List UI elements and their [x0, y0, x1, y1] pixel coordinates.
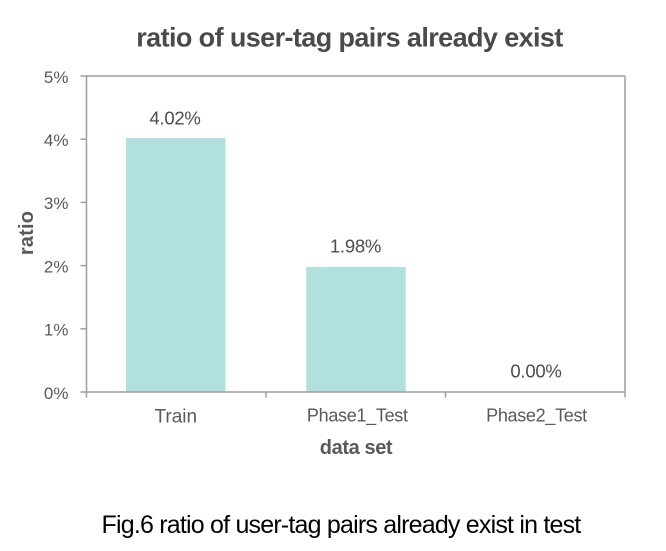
svg-text:Phase1_Test: Phase1_Test	[307, 405, 408, 426]
svg-text:4%: 4%	[44, 131, 69, 150]
svg-text:2%: 2%	[44, 257, 69, 276]
svg-text:1%: 1%	[44, 321, 69, 340]
svg-text:0%: 0%	[44, 384, 69, 403]
svg-text:5%: 5%	[44, 68, 69, 87]
svg-text:0.00%: 0.00%	[510, 361, 561, 382]
svg-text:Train: Train	[155, 406, 198, 427]
svg-text:data set: data set	[320, 437, 393, 459]
svg-text:Phase2_Test: Phase2_Test	[486, 405, 587, 426]
svg-text:1.98%: 1.98%	[330, 236, 381, 257]
svg-text:ratio of user-tag pairs alread: ratio of user-tag pairs already exist	[136, 22, 563, 52]
svg-text:ratio: ratio	[16, 211, 38, 255]
svg-text:4.02%: 4.02%	[149, 108, 200, 129]
svg-text:3%: 3%	[44, 194, 69, 213]
svg-text:Fig.6 ratio of user-tag pairs: Fig.6 ratio of user-tag pairs already ex…	[102, 511, 582, 539]
